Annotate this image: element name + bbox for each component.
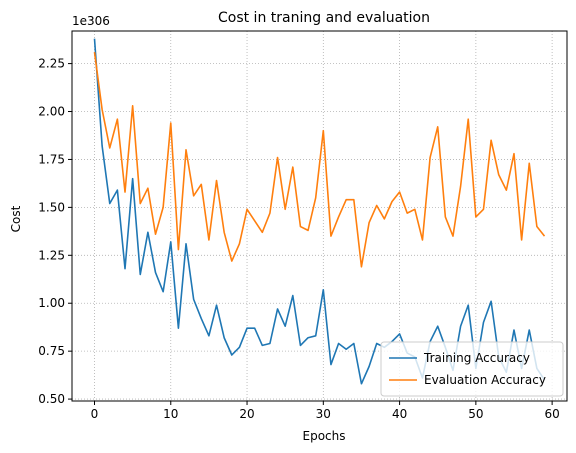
legend-label: Evaluation Accuracy [424,373,546,387]
y-tick-label: 1.50 [38,200,65,214]
series-lines [93,38,546,385]
x-axis-label: Epochs [303,429,346,443]
y-tick-label: 1.25 [38,248,65,262]
x-axis-ticks: 0 10 20 30 40 50 60 [91,401,560,421]
legend-label: Training Accuracy [423,351,530,365]
chart-title: Cost in traning and evaluation [218,10,430,26]
x-tick-label: 20 [239,407,254,421]
series-line-training [93,38,546,385]
x-tick-label: 50 [468,407,483,421]
x-tick-label: 0 [91,407,99,421]
y-axis-offset-label: 1e306 [72,14,110,28]
x-tick-label: 10 [163,407,178,421]
y-tick-label: 0.75 [38,344,65,358]
y-tick-label: 1.75 [38,152,65,166]
series-line-evaluation [93,51,546,268]
y-tick-label: 1.00 [38,296,65,310]
legend: Training Accuracy Evaluation Accuracy [380,341,564,397]
y-tick-label: 2.00 [38,105,65,119]
y-tick-label: 2.25 [38,57,65,71]
legend-box [380,341,564,397]
x-tick-label: 30 [316,407,331,421]
y-tick-label: 0.50 [38,392,65,406]
plot-frame [71,30,568,402]
y-axis-label: Cost [9,205,23,232]
y-axis-ticks: 0.50 0.75 1.00 1.25 1.50 1.75 2.00 2.25 [38,57,72,406]
x-tick-label: 60 [544,407,559,421]
x-tick-label: 40 [392,407,407,421]
